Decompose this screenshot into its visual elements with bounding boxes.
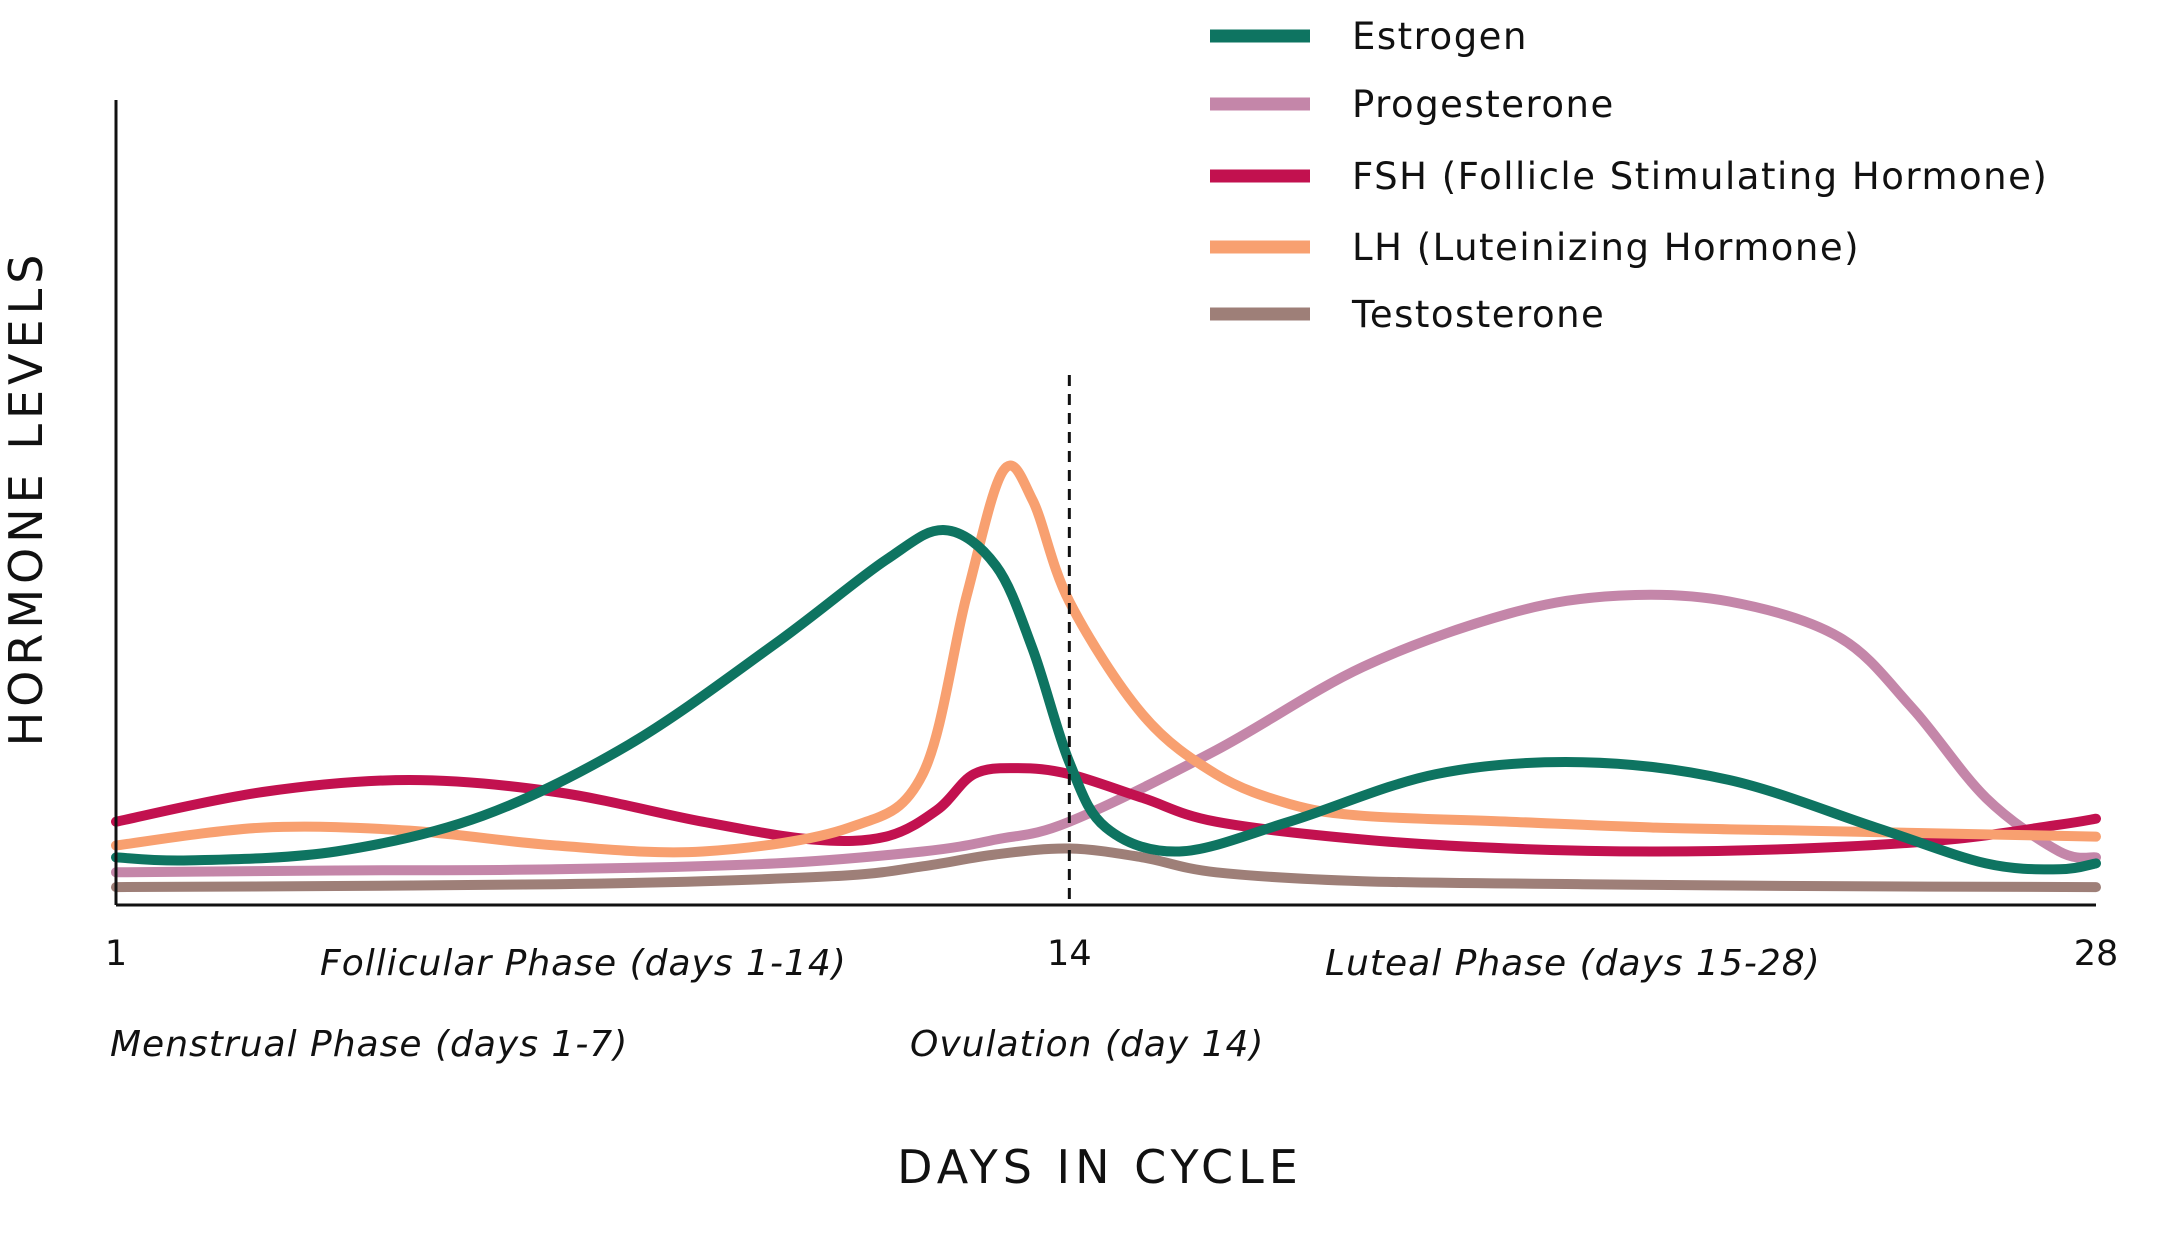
legend-label-fsh: FSH (Follicle Stimulating Hormone)	[1352, 155, 2048, 198]
x-tick-label-28: 28	[2074, 934, 2119, 974]
legend-label-progesterone: Progesterone	[1352, 83, 1615, 126]
annotation-ovulation: Ovulation (day 14)	[910, 1024, 1264, 1065]
x-tick-labels: 1 14 28	[105, 934, 2118, 974]
annotation-luteal-phase: Luteal Phase (days 15-28)	[1325, 943, 1821, 984]
series-line-estrogen	[111, 525, 2101, 875]
legend: Estrogen Progesterone FSH (Follicle Stimul…	[1210, 15, 2048, 336]
x-tick-label-1: 1	[105, 934, 127, 974]
series-line-fsh	[111, 763, 2101, 857]
annotation-follicular-phase: Follicular Phase (days 1-14)	[320, 943, 847, 984]
y-axis-title: HORMONE LEVELS	[0, 250, 53, 747]
series-line-progesterone	[111, 589, 2101, 878]
legend-label-lh: LH (Luteinizing Hormone)	[1352, 226, 1860, 269]
series-line-lh	[111, 460, 2101, 858]
legend-label-testosterone: Testosterone	[1351, 293, 1605, 336]
annotation-menstrual-phase: Menstrual Phase (days 1-7)	[110, 1024, 628, 1065]
phase-annotations: Follicular Phase (days 1-14) Luteal Phase…	[110, 943, 1821, 1065]
legend-label-estrogen: Estrogen	[1352, 15, 1528, 58]
series-line-testosterone	[111, 843, 2101, 893]
x-tick-label-14: 14	[1047, 934, 1092, 974]
series-lines	[111, 460, 2101, 893]
x-axis-title: DAYS IN CYCLE	[897, 1140, 1303, 1194]
